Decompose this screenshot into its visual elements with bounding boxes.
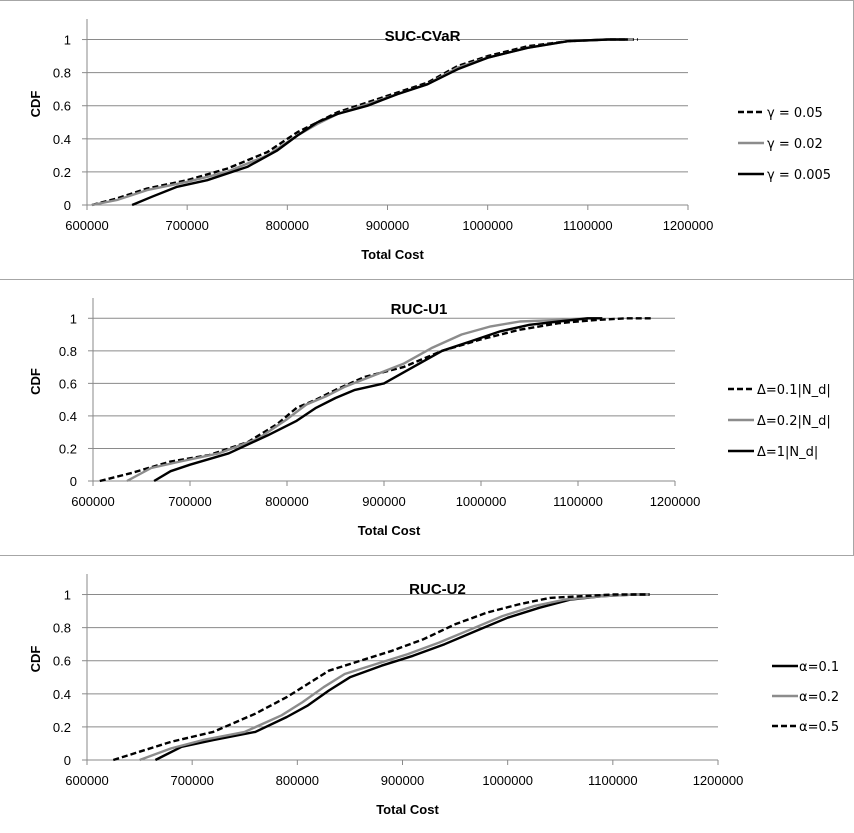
x-tick-label: 1200000	[650, 494, 701, 509]
legend-label: α=0.1	[799, 660, 839, 675]
chart-ruc-u1: 0 0.2 0.4 0.6 0.8 1 600000 700000 800000 900000 10…	[28, 298, 831, 538]
x-tick-label: 700000	[170, 773, 213, 788]
y-tick-label: 0.2	[59, 441, 77, 456]
series-line-3	[153, 317, 603, 483]
y-tick-label: 0.4	[59, 409, 77, 424]
x-tick-label: 1000000	[456, 494, 507, 509]
series-line-3	[131, 38, 628, 207]
legend-label: Δ=0.2|N_d|	[757, 414, 831, 429]
x-tick-label: 1000000	[462, 218, 513, 233]
y-tick-label: 1	[64, 33, 71, 48]
y-axis-label: CDF	[28, 91, 43, 118]
y-tick-label: 0.2	[53, 165, 71, 180]
legend-label: γ = 0.005	[767, 168, 831, 183]
legend-label: Δ=0.1|N_d|	[757, 383, 831, 398]
series-line-2	[126, 317, 603, 483]
x-tick-label: 700000	[168, 494, 211, 509]
x-tick-label: 600000	[71, 494, 114, 509]
series-line-1	[99, 317, 651, 483]
chart-panel-ruc-u2: 0 0.2 0.4 0.6 0.8 1 600000 700000 800000 900000 10…	[0, 556, 854, 833]
x-tick-label: 1000000	[482, 773, 533, 788]
chart-panel-suc-cvar: 0 0.2 0.4 0.6 0.8 1 600000 700000 800000 900000 10…	[0, 0, 854, 280]
x-axis-label: Total Cost	[358, 523, 421, 538]
x-tick-label: 900000	[381, 773, 424, 788]
legend-label: α=0.2	[799, 690, 839, 705]
y-tick-label: 0.4	[53, 687, 71, 702]
x-tick-label: 1200000	[693, 773, 744, 788]
chart-title: RUC-U1	[391, 301, 448, 318]
chart-panel-ruc-u1: 0 0.2 0.4 0.6 0.8 1 600000 700000 800000 900000 10…	[0, 280, 854, 556]
series-line-1	[91, 38, 638, 207]
series-line-2	[91, 38, 633, 207]
x-tick-label: 1200000	[663, 218, 714, 233]
legend-label: γ = 0.02	[767, 137, 823, 152]
chart-suc-cvar: 0 0.2 0.4 0.6 0.8 1 600000 700000 800000 900000 10…	[28, 19, 831, 262]
legend-label: Δ=1|N_d|	[757, 445, 818, 460]
y-tick-label: 0.6	[59, 376, 77, 391]
y-tick-label: 0.8	[53, 621, 71, 636]
x-tick-label: 800000	[266, 218, 309, 233]
y-tick-label: 0.6	[53, 654, 71, 669]
x-tick-label: 800000	[276, 773, 319, 788]
chart-title: RUC-U2	[409, 581, 466, 598]
y-tick-label: 0.6	[53, 99, 71, 114]
x-tick-label: 1100000	[563, 218, 613, 233]
x-axis-label: Total Cost	[361, 247, 424, 262]
legend-label: γ = 0.05	[767, 106, 823, 121]
x-tick-label: 800000	[265, 494, 308, 509]
y-tick-label: 0	[64, 753, 71, 768]
y-tick-label: 0.8	[59, 344, 77, 359]
chart-ruc-u2: 0 0.2 0.4 0.6 0.8 1 600000 700000 800000 900000 10…	[28, 574, 839, 817]
x-tick-label: 700000	[165, 218, 208, 233]
y-tick-label: 1	[64, 588, 71, 603]
legend-label: α=0.5	[799, 720, 839, 735]
x-tick-label: 900000	[366, 218, 409, 233]
y-tick-label: 0.4	[53, 132, 71, 147]
chart-title: SUC-CVaR	[385, 28, 461, 45]
series-line-2	[139, 593, 650, 762]
y-tick-label: 0.2	[53, 720, 71, 735]
x-tick-label: 900000	[362, 494, 405, 509]
series-line-3	[112, 593, 650, 762]
y-tick-label: 0	[70, 474, 77, 489]
x-tick-label: 1100000	[588, 773, 638, 788]
x-tick-label: 600000	[65, 773, 108, 788]
y-axis-label: CDF	[28, 646, 43, 673]
x-axis-label: Total Cost	[376, 802, 439, 817]
y-tick-label: 1	[70, 311, 77, 326]
x-tick-label: 1100000	[553, 494, 603, 509]
y-axis-label: CDF	[28, 368, 43, 395]
y-tick-label: 0	[64, 198, 71, 213]
x-tick-label: 600000	[65, 218, 108, 233]
y-tick-label: 0.8	[53, 66, 71, 81]
